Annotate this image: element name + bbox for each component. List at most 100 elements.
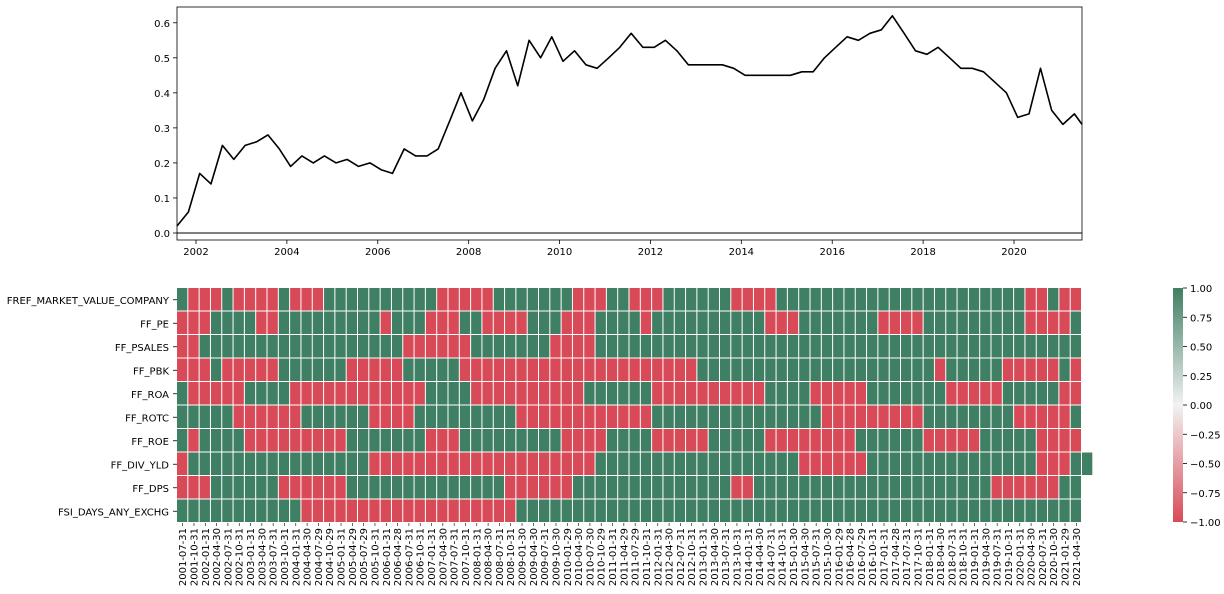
heatmap-cell <box>753 358 765 381</box>
col-tick-label: 2012-01-31 <box>653 528 664 586</box>
heatmap-cell <box>810 311 821 334</box>
heatmap-cell <box>889 499 900 522</box>
heatmap-cell <box>346 382 357 405</box>
heatmap-cell <box>799 311 810 334</box>
heatmap-cell <box>414 288 425 311</box>
heatmap-cell <box>1002 335 1014 358</box>
heatmap-cell <box>177 476 188 499</box>
x-tick-label: 2016 <box>819 247 844 258</box>
heatmap-cell <box>584 405 595 428</box>
heatmap-cell <box>629 382 640 405</box>
heatmap-cell <box>980 335 991 358</box>
heatmap-cell <box>437 499 448 522</box>
heatmap-cell <box>448 335 459 358</box>
heatmap-cell <box>1070 429 1081 452</box>
x-tick-label: 2004 <box>274 247 299 258</box>
heatmap-cell <box>233 429 244 452</box>
col-tick-label: 2018-04-30 <box>936 528 947 586</box>
heatmap-cell <box>674 288 686 311</box>
heatmap-cell <box>640 429 652 452</box>
heatmap-cell <box>471 499 482 522</box>
heatmap-cell <box>233 335 244 358</box>
heatmap-cell <box>516 335 527 358</box>
heatmap-cell <box>833 476 844 499</box>
heatmap-cell <box>946 476 957 499</box>
col-tick-label: 2018-10-31 <box>959 528 970 586</box>
heatmap-cell <box>640 288 652 311</box>
heatmap-cell <box>663 452 674 475</box>
heatmap-cell <box>652 499 663 522</box>
heatmap-cell <box>708 335 719 358</box>
heatmap-cell <box>934 288 946 311</box>
heatmap-cell <box>810 429 821 452</box>
heatmap-cell <box>912 429 923 452</box>
heatmap-cell <box>640 358 652 381</box>
heatmap-cell <box>256 335 267 358</box>
heatmap-cell <box>1014 499 1025 522</box>
heatmap-cell <box>346 499 357 522</box>
heatmap-cell <box>403 311 414 334</box>
heatmap-cell <box>1070 288 1081 311</box>
heatmap-cell <box>199 382 210 405</box>
heatmap-cell <box>301 405 312 428</box>
heatmap-cell <box>821 382 833 405</box>
heatmap-cell <box>663 499 674 522</box>
heatmap-cell <box>821 452 833 475</box>
heatmap-cell <box>550 311 561 334</box>
col-tick-label: 2001-07-31 <box>178 528 189 586</box>
heatmap-cell <box>686 429 697 452</box>
heatmap-cell <box>471 382 482 405</box>
heatmap-cell <box>855 476 867 499</box>
heatmap-cell <box>934 405 946 428</box>
heatmap-cell <box>256 288 267 311</box>
heatmap-cell <box>765 288 776 311</box>
row-label: FREF_MARKET_VALUE_COMPANY <box>7 296 170 307</box>
heatmap-cell <box>244 452 256 475</box>
heatmap-cell <box>437 311 448 334</box>
heatmap-cell <box>776 335 787 358</box>
col-tick-label: 2020-10-30 <box>1049 528 1060 586</box>
heatmap-cell <box>618 452 629 475</box>
heatmap-cell <box>222 358 233 381</box>
heatmap-cell <box>991 499 1002 522</box>
heatmap-cell <box>980 499 991 522</box>
heatmap-cells <box>177 288 1093 522</box>
heatmap-cell <box>753 382 765 405</box>
col-tick-label: 2015-10-30 <box>823 528 834 586</box>
heatmap-cell <box>539 288 550 311</box>
heatmap-cell <box>539 335 550 358</box>
heatmap-cell <box>708 405 719 428</box>
heatmap-cell <box>414 405 425 428</box>
heatmap-cell <box>403 476 414 499</box>
colorbar-tick-label: −1.00 <box>1190 518 1221 529</box>
heatmap-cell <box>267 476 278 499</box>
heatmap-cell <box>1025 429 1036 452</box>
heatmap-cell <box>912 452 923 475</box>
heatmap-cell <box>674 358 686 381</box>
heatmap-cell <box>1036 452 1048 475</box>
heatmap-cell <box>1025 452 1036 475</box>
heatmap-cell <box>765 499 776 522</box>
heatmap-cell <box>1048 358 1059 381</box>
heatmap-cell <box>674 335 686 358</box>
heatmap-cell <box>222 405 233 428</box>
heatmap-cell <box>278 382 290 405</box>
heatmap-cell <box>855 499 867 522</box>
heatmap-cell <box>459 382 471 405</box>
heatmap-cell <box>414 382 425 405</box>
heatmap-cell <box>731 476 742 499</box>
heatmap-cell <box>324 476 335 499</box>
heatmap-cell <box>889 476 900 499</box>
heatmap-cell <box>663 429 674 452</box>
heatmap-cell <box>708 358 719 381</box>
heatmap-cell <box>742 358 753 381</box>
heatmap-cell <box>833 452 844 475</box>
heatmap-cell <box>652 311 663 334</box>
heatmap-cell <box>188 311 199 334</box>
y-tick-label: 0.2 <box>154 159 170 170</box>
heatmap-cell <box>561 499 572 522</box>
heatmap-cell <box>267 405 278 428</box>
heatmap-cell <box>301 382 312 405</box>
heatmap-cell <box>934 476 946 499</box>
